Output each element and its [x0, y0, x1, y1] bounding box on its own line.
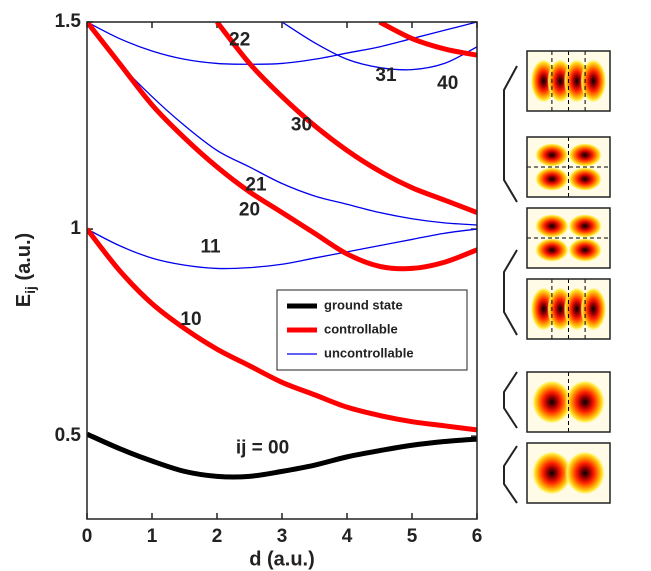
- y-tick-label: 1: [70, 218, 81, 239]
- x-tick-label: 4: [342, 526, 353, 547]
- curve-label: ij = 00: [236, 438, 289, 459]
- curve-label: 11: [200, 237, 221, 258]
- y-label-sub: ij: [22, 286, 38, 294]
- x-tick-label: 3: [277, 526, 288, 547]
- density-blob: [531, 380, 572, 424]
- x-tick-label: 2: [212, 526, 223, 547]
- y-axis-label: Eij (a.u.): [13, 233, 37, 307]
- density-blob: [531, 451, 572, 495]
- curve: [87, 22, 477, 226]
- bracket: [503, 249, 518, 336]
- density-blob: [534, 167, 569, 191]
- curve: [215, 22, 477, 215]
- density-blob: [568, 214, 603, 238]
- panel-frame: [526, 50, 611, 112]
- density-blob: [534, 214, 569, 238]
- density-blob: [568, 167, 603, 191]
- y-tick-label: 0.5: [55, 425, 82, 446]
- density-blob: [580, 59, 607, 103]
- side-panels: [526, 50, 611, 504]
- panel-frame: [526, 207, 611, 269]
- curve-label: 40: [437, 73, 458, 94]
- curve-label: 10: [180, 309, 201, 330]
- curve: [87, 227, 477, 433]
- legend-label: uncontrollable: [324, 345, 414, 360]
- density-blob: [568, 143, 603, 167]
- y-label-rest: (a.u.): [13, 233, 35, 286]
- legend-label: ground state: [324, 297, 403, 312]
- x-tick-label: 5: [407, 526, 418, 547]
- bracket: [503, 65, 518, 203]
- curve-label: 30: [291, 115, 312, 136]
- panel-frame: [526, 442, 611, 504]
- curve-label: 21: [245, 175, 267, 196]
- curve: [281, 22, 477, 71]
- density-blob: [568, 238, 603, 262]
- x-tick-label: 6: [472, 526, 483, 547]
- brackets: [503, 65, 518, 504]
- bracket: [503, 371, 518, 429]
- density-blob: [534, 238, 569, 262]
- density-blob: [534, 143, 569, 167]
- x-tick-label: 1: [147, 526, 158, 547]
- curve: [87, 431, 477, 480]
- curve-label: 31: [375, 65, 397, 86]
- curve-label: 20: [239, 199, 260, 220]
- density-blob: [580, 287, 607, 331]
- density-blob: [565, 380, 606, 424]
- curve: [378, 22, 477, 58]
- plot-lines: [87, 22, 477, 480]
- panel-frame: [526, 371, 611, 433]
- panel-frame: [526, 136, 611, 198]
- bracket: [503, 445, 518, 504]
- x-tick-label: 0: [82, 526, 93, 547]
- x-axis-label: d (a.u.): [249, 548, 315, 570]
- y-tick-label: 1.5: [55, 11, 82, 32]
- density-blob: [565, 451, 606, 495]
- legend-label: controllable: [324, 321, 398, 336]
- y-label-main: E: [13, 294, 35, 307]
- curve: [87, 22, 477, 272]
- panel-frame: [526, 278, 611, 340]
- curve: [87, 228, 477, 270]
- curve-label: 22: [229, 30, 250, 51]
- plot-frame: [86, 21, 478, 520]
